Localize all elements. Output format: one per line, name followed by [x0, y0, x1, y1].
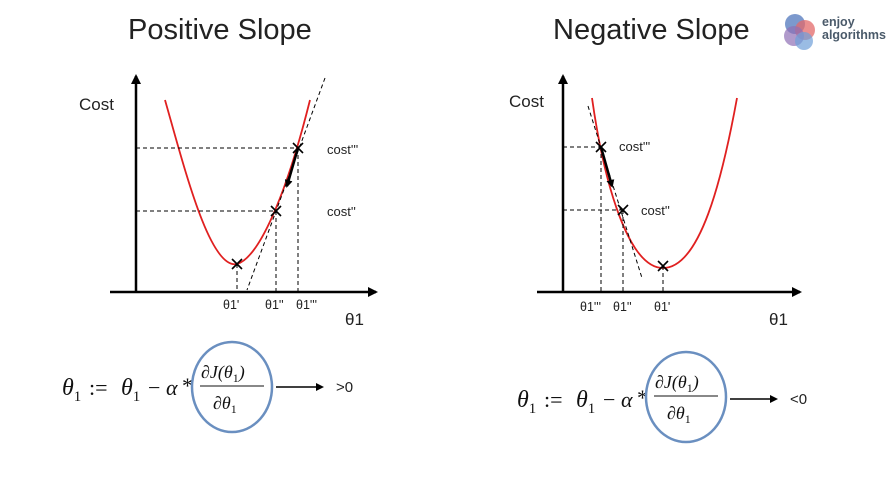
right-derivative-circle [644, 350, 728, 444]
logo-petal-4 [795, 32, 813, 50]
right-plot: Cost θ1 cost''' cost'' θ1''' θ1'' θ1' [509, 74, 802, 329]
left-tangent-line [246, 77, 326, 291]
svg-text:∂J(θ1): ∂J(θ1) [201, 362, 245, 385]
left-derivative-circle [190, 340, 274, 434]
left-f-star: * [182, 373, 193, 398]
left-f-theta2: θ [121, 375, 133, 401]
right-f-sub: 1 [529, 401, 537, 417]
left-ylabel: Cost [79, 95, 114, 114]
left-f-sub2: 1 [133, 389, 141, 405]
right-f-alpha: α [621, 387, 633, 412]
svg-text:∂J(θ1): ∂J(θ1) [655, 372, 699, 395]
right-f-num-sub: 1 [687, 381, 693, 395]
right-f-assign: := [544, 387, 563, 412]
left-tick-theta2: θ1'' [265, 298, 284, 312]
logo-text-algorithms: algorithms [822, 28, 886, 42]
positive-slope-title: Positive Slope [128, 14, 312, 46]
svg-text:∂θ1: ∂θ1 [213, 393, 237, 416]
left-point-theta2 [270, 205, 282, 217]
negative-slope-title: Negative Slope [553, 14, 750, 46]
svg-text:θ1: θ1 [121, 375, 140, 405]
right-xlabel: θ1 [769, 310, 788, 329]
svg-text:θ1: θ1 [517, 387, 536, 417]
right-descent-arrow [599, 146, 615, 188]
right-tick-theta3: θ1''' [580, 300, 601, 314]
right-f-den-sub: 1 [685, 412, 691, 426]
right-cost-curve [591, 97, 738, 269]
right-tick-theta1: θ1' [654, 300, 670, 314]
left-f-num-close: ) [238, 362, 245, 383]
left-tick-theta1: θ1' [223, 298, 239, 312]
left-tick-theta3: θ1''' [296, 298, 317, 312]
right-tangent-line [587, 105, 643, 279]
left-descent-arrow [284, 147, 300, 188]
right-tick-theta2: θ1'' [613, 300, 632, 314]
left-xlabel: θ1 [345, 310, 364, 329]
right-f-minus: − [603, 387, 615, 412]
right-update-formula: θ1 := θ1 − α * ∂J(θ1) ∂θ1 <0 [517, 350, 807, 444]
left-f-den-sub: 1 [231, 402, 237, 416]
right-ylabel: Cost [509, 92, 544, 111]
left-f-num-sub: 1 [233, 371, 239, 385]
left-f-den: ∂θ [213, 393, 231, 413]
svg-text:∂θ1: ∂θ1 [667, 403, 691, 426]
right-f-theta2: θ [576, 387, 588, 413]
left-f-assign: := [89, 375, 108, 400]
left-f-theta: θ [62, 375, 74, 401]
right-cost2-label: cost'' [641, 203, 670, 218]
enjoyalgorithms-logo [784, 14, 815, 50]
right-f-num-close: ) [692, 372, 699, 393]
left-cost2-label: cost'' [327, 204, 356, 219]
right-f-theta: θ [517, 387, 529, 413]
left-point-theta3 [292, 142, 304, 154]
right-f-result: <0 [790, 391, 807, 408]
logo-text-enjoy: enjoy [822, 15, 855, 29]
left-cost3-label: cost''' [327, 142, 358, 157]
right-point-theta1 [657, 260, 669, 272]
right-f-num: ∂J(θ [655, 372, 687, 393]
svg-text:θ1: θ1 [576, 387, 595, 417]
left-f-sub: 1 [74, 389, 82, 405]
left-plot: Cost θ1 cost''' cost'' θ1' θ1'' θ1''' [79, 74, 378, 329]
right-point-theta3 [595, 141, 607, 153]
left-point-theta1 [231, 258, 243, 270]
left-update-formula: θ1 := θ1 − α * ∂J(θ1) ∂θ1 >0 [62, 340, 353, 434]
right-point-theta2 [617, 204, 629, 216]
right-cost3-label: cost''' [619, 139, 650, 154]
right-f-star: * [637, 385, 648, 410]
svg-text:θ1: θ1 [62, 375, 81, 405]
right-f-den: ∂θ [667, 403, 685, 423]
left-f-alpha: α [166, 375, 178, 400]
left-f-num: ∂J(θ [201, 362, 233, 383]
left-f-result: >0 [336, 379, 353, 396]
right-f-sub2: 1 [588, 401, 596, 417]
left-f-minus: − [148, 375, 160, 400]
